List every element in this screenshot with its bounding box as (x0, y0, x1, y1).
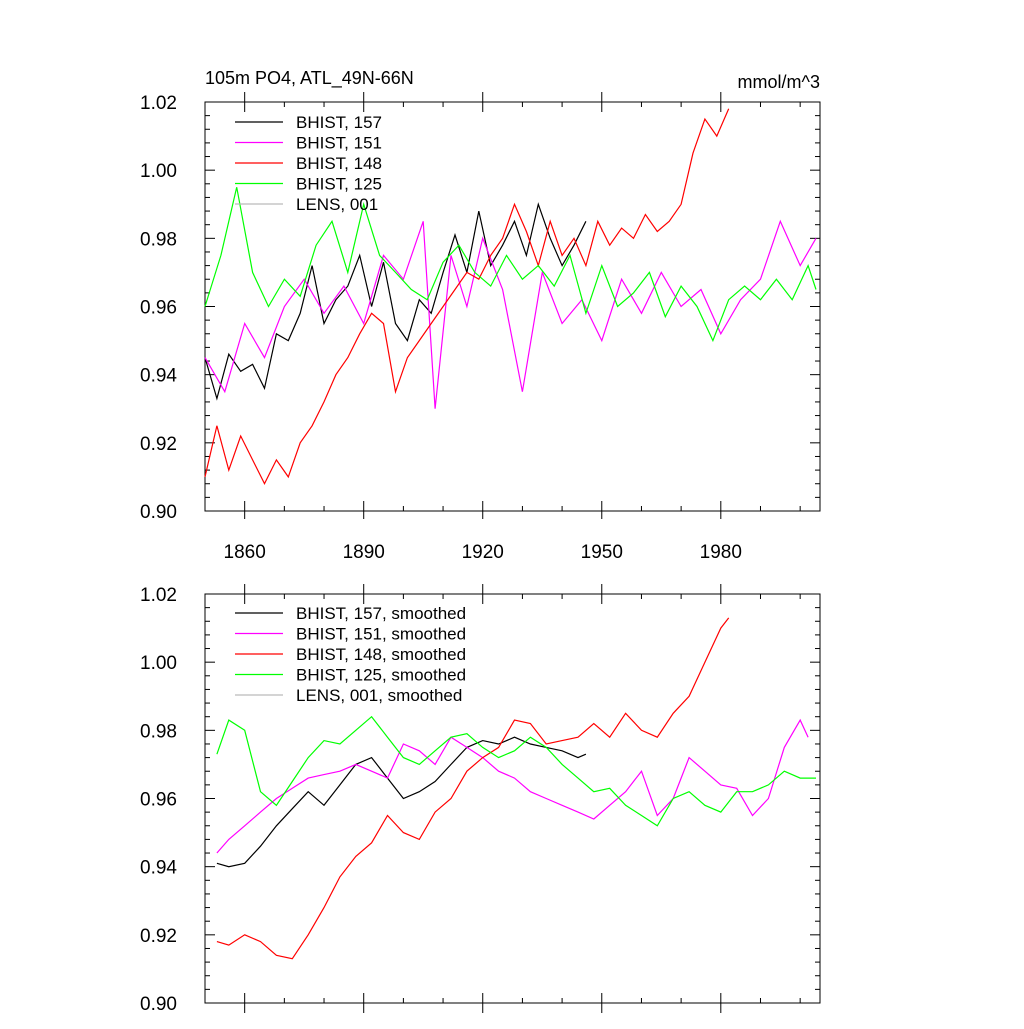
x-tick-label: 1890 (343, 542, 385, 563)
legend-label: BHIST, 157, smoothed (296, 604, 466, 623)
legend-label: BHIST, 151 (296, 134, 382, 153)
legend-label: BHIST, 157 (296, 113, 382, 132)
x-tick-labels-top: 1860 1890 1920 1950 1980 (224, 542, 742, 563)
series-line-bhist-148 (204, 108, 730, 486)
y-tick-label: 0.94 (140, 366, 177, 387)
panel-title: 105m PO4, ATL_49N-66N (205, 68, 414, 89)
y-tick-label: 0.92 (140, 926, 177, 947)
legend-label: LENS, 001 (296, 195, 378, 214)
series-line-bhist-148-smoothed (216, 617, 730, 960)
bottom-panel: 0.90 0.92 0.94 0.96 0.98 1.00 1.02 BHIST, 157,… (140, 584, 821, 1015)
tick-group-top (204, 92, 820, 519)
units-label: mmol/m^3 (738, 72, 820, 92)
legend-label: BHIST, 148 (296, 154, 382, 173)
y-tick-label: 0.96 (140, 298, 177, 319)
x-tick-label: 1860 (224, 542, 266, 563)
legend-label: BHIST, 125 (296, 175, 382, 194)
y-tick-label: 0.92 (140, 434, 177, 455)
series-lines-bottom (216, 617, 816, 960)
y-tick-labels-top: 0.90 0.92 0.94 0.96 0.98 1.00 1.02 (140, 93, 177, 523)
y-tick-labels-bottom: 0.90 0.92 0.94 0.96 0.98 1.00 1.02 (140, 585, 177, 1015)
x-tick-label: 1950 (581, 542, 623, 563)
legend-label: BHIST, 148, smoothed (296, 645, 466, 664)
y-tick-label: 0.98 (140, 721, 177, 742)
y-tick-label: 1.00 (140, 161, 177, 182)
y-tick-label: 1.02 (140, 585, 177, 606)
y-tick-label: 1.02 (140, 93, 177, 114)
series-line-bhist-125-smoothed (216, 715, 816, 827)
legend-label: LENS, 001, smoothed (296, 686, 462, 705)
tick-group-bottom (204, 584, 820, 1013)
top-panel: 105m PO4, ATL_49N-66N mmol/m^3 0.900.920… (140, 68, 821, 563)
y-tick-label: 0.90 (140, 502, 177, 523)
x-tick-label: 1980 (700, 542, 742, 563)
y-tick-label: 0.90 (140, 994, 177, 1015)
y-tick-label: 1.00 (140, 653, 177, 674)
series-line-bhist-157 (204, 202, 587, 401)
series-line-bhist-151 (204, 219, 817, 409)
y-tick-label: 0.94 (140, 858, 177, 879)
y-tick-label: 0.98 (140, 229, 177, 250)
y-tick-label: 0.96 (140, 790, 177, 811)
series-line-bhist-157-smoothed (216, 736, 587, 868)
legend-bottom: BHIST, 157, smoothed BHIST, 151, smoothed… (235, 604, 466, 705)
series-line-bhist-151-smoothed (216, 718, 809, 854)
series-line-bhist-125 (204, 187, 817, 343)
legend-label: BHIST, 125, smoothed (296, 666, 466, 685)
x-tick-label: 1920 (462, 542, 504, 563)
legend-label: BHIST, 151, smoothed (296, 625, 466, 644)
series-lines-top (204, 108, 817, 486)
